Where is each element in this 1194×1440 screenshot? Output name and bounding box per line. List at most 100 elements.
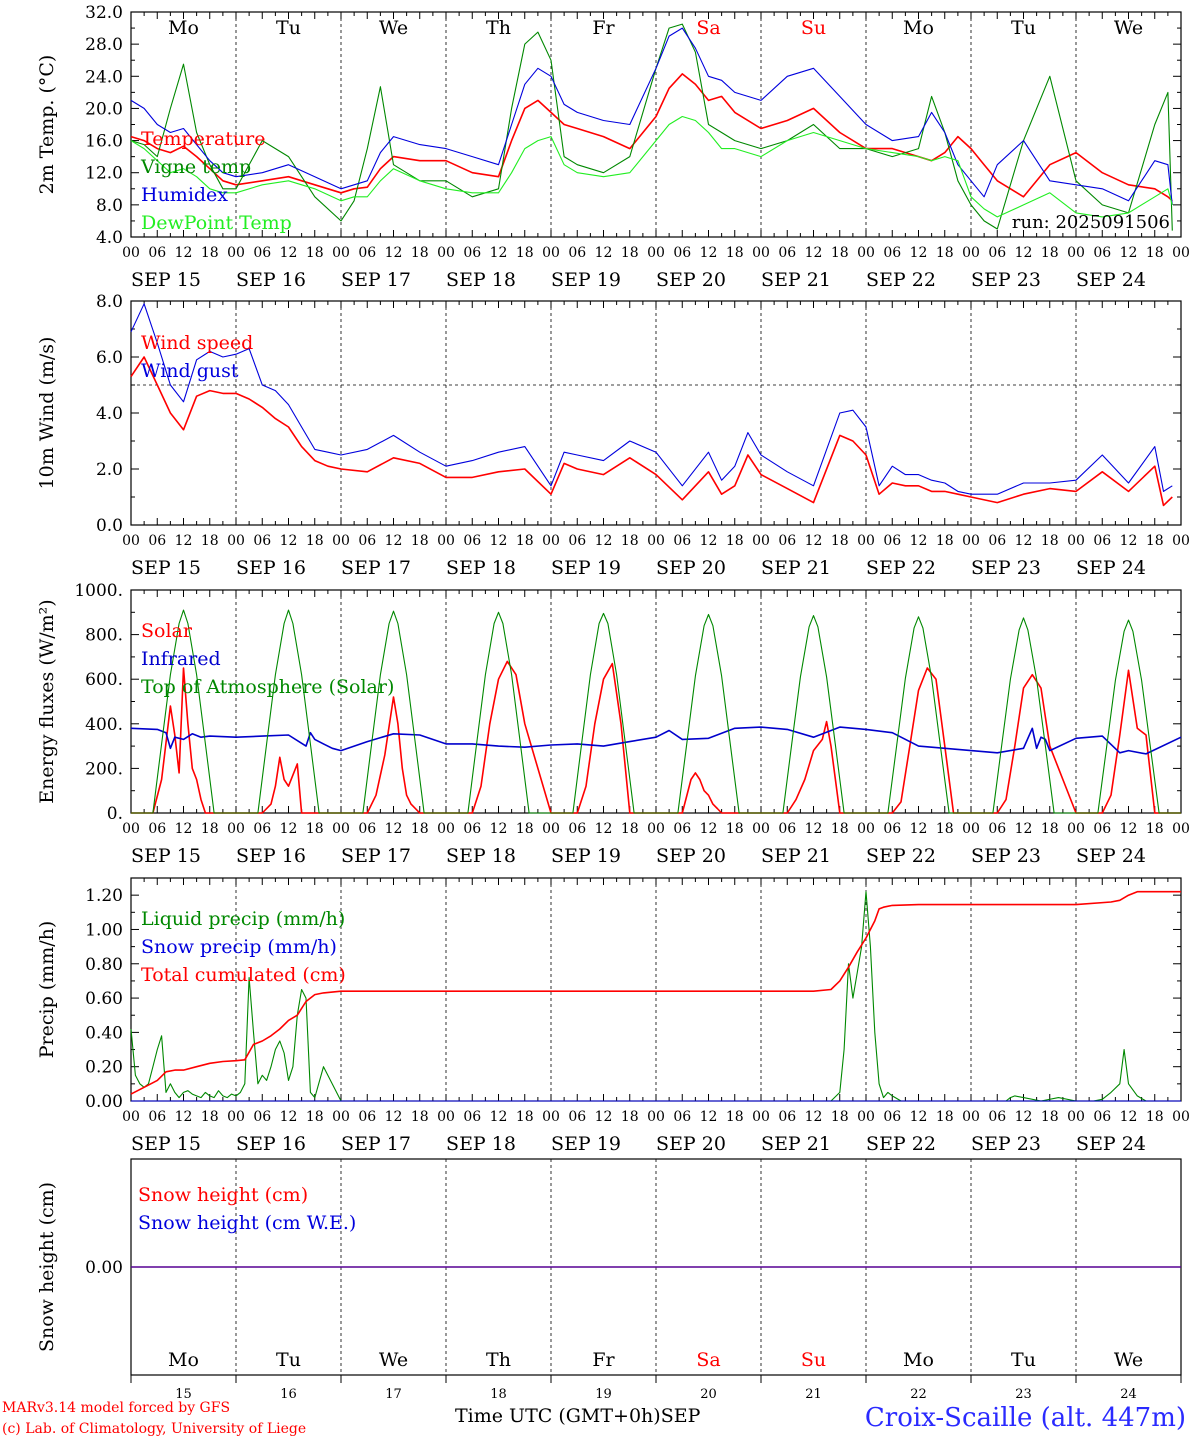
- hour-label: 12: [385, 245, 403, 261]
- hour-label: 06: [358, 1109, 376, 1125]
- hour-label: 18: [936, 1109, 954, 1125]
- day-number-label: 22: [910, 1387, 927, 1402]
- y-tick-label: 8.0: [96, 196, 123, 216]
- y-tick-label: 800.: [85, 626, 123, 646]
- hour-label: 12: [1120, 245, 1138, 261]
- hour-label: 18: [306, 245, 324, 261]
- day-of-week-label: We: [379, 17, 408, 39]
- day-of-week-label: Tu: [1011, 17, 1036, 39]
- hour-label: 12: [490, 821, 508, 837]
- hour-label: 00: [647, 245, 665, 261]
- date-label: SEP 22: [866, 269, 936, 291]
- hour-label: 12: [1120, 821, 1138, 837]
- run-annotation: run: 2025091506: [1012, 212, 1170, 233]
- hour-label: 00: [227, 245, 245, 261]
- hour-label: 12: [280, 245, 298, 261]
- day-of-week-label: Tu: [276, 1349, 301, 1371]
- hour-label: 12: [490, 1109, 508, 1125]
- date-label: SEP 19: [551, 845, 621, 867]
- plot-frame: [130, 300, 1182, 526]
- hour-label: 18: [306, 533, 324, 549]
- y-tick-label: 28.0: [85, 35, 123, 55]
- y-tick-label: 200.: [85, 759, 123, 779]
- hour-label: 00: [962, 533, 980, 549]
- hour-label: 18: [726, 533, 744, 549]
- hour-label: 00: [542, 821, 560, 837]
- hour-label: 06: [673, 245, 691, 261]
- hour-label: 00: [227, 533, 245, 549]
- hour-label: 00: [542, 1109, 560, 1125]
- hour-label: 12: [700, 1109, 718, 1125]
- hour-label: 06: [883, 821, 901, 837]
- hour-label: 06: [568, 1109, 586, 1125]
- hour-label: 18: [1146, 245, 1164, 261]
- y-tick-label: 6.0: [96, 348, 123, 368]
- date-label: SEP 24: [1076, 269, 1146, 291]
- day-of-week-label: Tu: [276, 17, 301, 39]
- hour-label: 00: [1172, 533, 1190, 549]
- date-label: SEP 24: [1076, 845, 1146, 867]
- series-line-top-of-atmosphere-solar-: [131, 609, 1181, 814]
- hour-label: 00: [647, 1109, 665, 1125]
- hour-label: 06: [568, 821, 586, 837]
- hour-label: 12: [385, 533, 403, 549]
- hour-label: 12: [595, 1109, 613, 1125]
- hour-label: 00: [857, 245, 875, 261]
- date-label: SEP 18: [446, 845, 516, 867]
- day-of-week-label: Fr: [592, 17, 615, 39]
- date-label: SEP 21: [761, 1133, 831, 1155]
- date-label: SEP 21: [761, 269, 831, 291]
- date-label: SEP 16: [236, 1133, 306, 1155]
- legend-entry: Total cumulated (cm): [141, 964, 346, 986]
- hour-label: 18: [411, 245, 429, 261]
- hour-label: 06: [253, 533, 271, 549]
- y-tick-label: 16.0: [85, 132, 123, 152]
- y-tick-label: 0.40: [85, 1023, 123, 1043]
- hour-label: 06: [463, 533, 481, 549]
- panel-1: 4.0 8.0 12.0 16.0 20.0 24.0 28.0 32.0 2m Temp. (…: [36, 3, 1190, 291]
- series-line-wind-gust: [130, 303, 1173, 495]
- day-number-label: 16: [280, 1387, 297, 1402]
- date-label: SEP 23: [971, 269, 1041, 291]
- panel-3: 0. 200. 400. 600. 800. 1000. Energy fluxes (W/…: [36, 581, 1190, 867]
- y-axis-label: 2m Temp. (°C): [36, 55, 58, 195]
- hour-label: 06: [778, 821, 796, 837]
- day-number-label: 18: [490, 1387, 507, 1402]
- date-label: SEP 15: [131, 845, 201, 867]
- plot-frame: [130, 11, 1182, 238]
- hour-label: 06: [1093, 1109, 1111, 1125]
- series-line-liquid-precip-mm-h-: [130, 891, 1181, 1102]
- hour-label: 06: [778, 1109, 796, 1125]
- series-line-temperature: [130, 73, 1173, 202]
- hour-label: 12: [910, 245, 928, 261]
- hour-label: 18: [1041, 821, 1059, 837]
- legend-entry: Temperature: [141, 128, 265, 150]
- hour-label: 00: [437, 533, 455, 549]
- y-axis-label: 10m Wind (m/s): [36, 337, 58, 490]
- hour-label: 00: [122, 821, 140, 837]
- legend-entry: Snow height (cm): [138, 1184, 308, 1206]
- hour-label: 06: [148, 821, 166, 837]
- plot-frame: [130, 589, 1182, 814]
- legend-entry: DewPoint Temp: [141, 212, 292, 234]
- month-label: SEP: [660, 1405, 701, 1427]
- day-of-week-label: We: [1114, 1349, 1143, 1371]
- y-tick-label: 8.0: [96, 292, 123, 312]
- day-number-label: 21: [805, 1387, 822, 1402]
- hour-label: 18: [1041, 245, 1059, 261]
- hour-label: 06: [673, 533, 691, 549]
- y-tick-label: 4.0: [96, 228, 123, 248]
- hour-label: 18: [621, 245, 639, 261]
- hour-label: 18: [201, 533, 219, 549]
- hour-label: 12: [385, 821, 403, 837]
- hour-label: 00: [542, 533, 560, 549]
- series-line-total-cumulated-cm-: [130, 890, 1181, 1095]
- date-label: SEP 18: [446, 1133, 516, 1155]
- hour-label: 06: [883, 533, 901, 549]
- hour-label: 18: [936, 533, 954, 549]
- hour-label: 06: [358, 245, 376, 261]
- day-number-label: 15: [175, 1387, 192, 1402]
- date-label: SEP 20: [656, 845, 726, 867]
- hour-label: 18: [201, 821, 219, 837]
- hour-label: 00: [1172, 821, 1190, 837]
